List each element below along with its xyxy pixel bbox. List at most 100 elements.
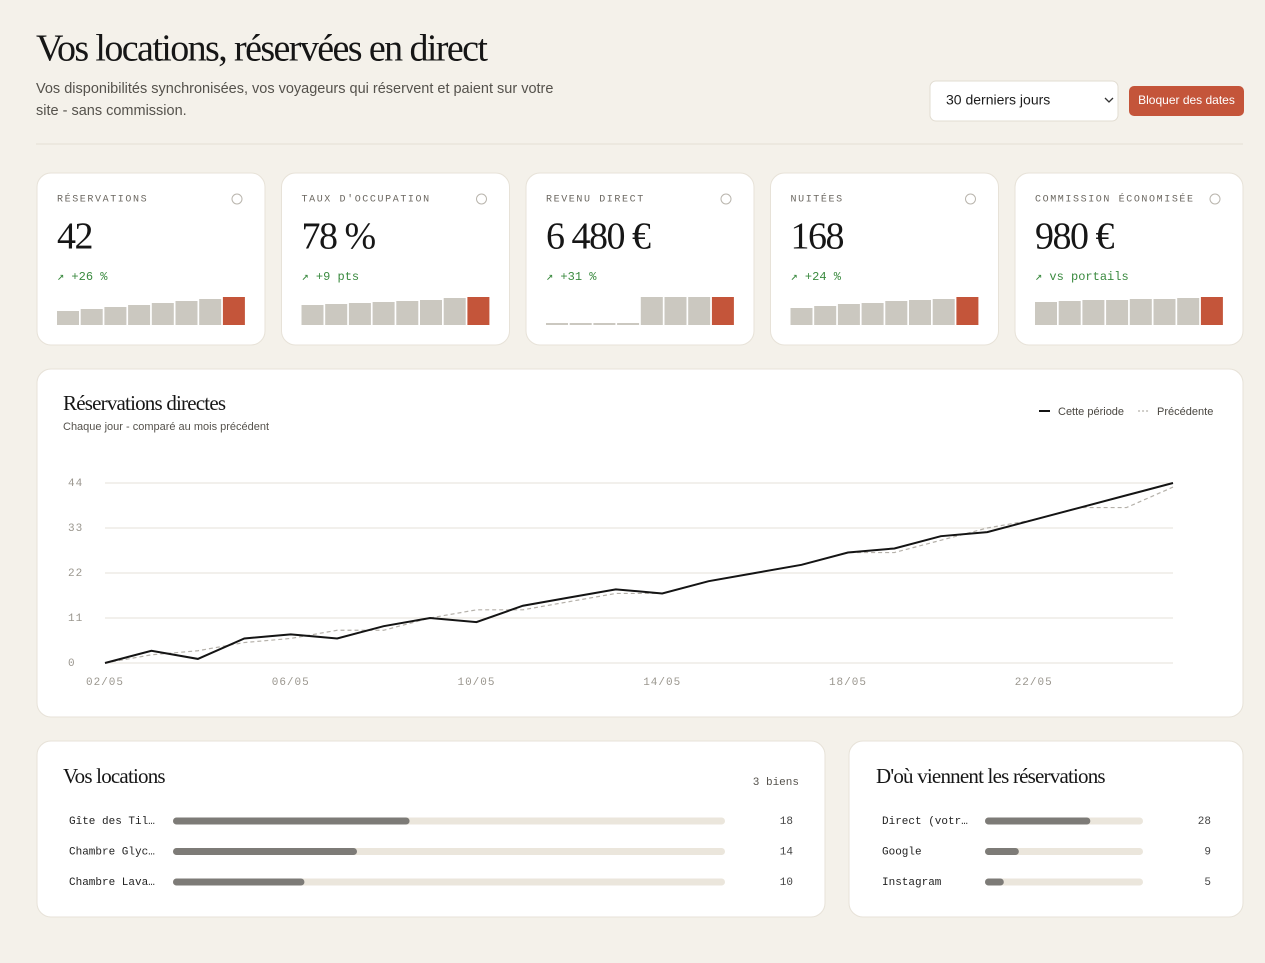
kpi-label: NUITÉES	[791, 192, 844, 206]
row-value: 5	[1204, 877, 1211, 889]
kpi-info	[1209, 193, 1221, 205]
spark-bar	[348, 303, 371, 325]
x-tick-label: 06/05	[272, 677, 310, 689]
spark-bar	[837, 304, 860, 325]
spark-bar	[861, 303, 884, 325]
spark-bar	[617, 323, 640, 325]
row-name: Direct (votr…	[882, 816, 968, 828]
legend-label: Précédente	[1157, 406, 1213, 418]
spark-bar	[222, 297, 245, 325]
kpi-info	[231, 193, 243, 205]
row-name: Instagram	[882, 877, 942, 889]
spark-bar	[175, 301, 198, 325]
spark-bar	[128, 305, 151, 325]
spark-bar	[1129, 299, 1152, 325]
bar	[173, 817, 410, 825]
bar-track	[985, 848, 1143, 855]
block-button[interactable]: Bloquer des dates	[1129, 86, 1244, 116]
row-name: Google	[882, 846, 922, 858]
select-value[interactable]: 30 derniers jours	[946, 92, 1050, 108]
bar	[985, 878, 1004, 886]
series-line	[104, 486, 1174, 664]
spark-bar	[467, 297, 490, 325]
x-tick-label: 22/05	[1015, 677, 1053, 689]
chart-subtitle: Chaque jour - comparé au mois précédent	[63, 421, 269, 433]
kpi-info	[720, 193, 732, 205]
kpi-label: TAUX D'OCCUPATION	[302, 194, 431, 206]
period-select[interactable]: 30 derniers jours	[929, 80, 1119, 122]
spark-bar	[57, 311, 79, 325]
spark-bar	[1177, 298, 1200, 325]
spark-bar	[396, 301, 419, 325]
row-name: Chambre Glyc…	[69, 846, 155, 858]
kpi-delta: ↗ +26 %	[57, 270, 108, 284]
bar	[173, 848, 357, 855]
card-title: D'où viennent les réservations	[876, 764, 1105, 788]
spark-bar	[199, 299, 222, 325]
spark-bar	[932, 299, 955, 325]
chart-card	[36, 368, 1244, 718]
row-value: 9	[1204, 846, 1211, 858]
bar	[173, 878, 305, 886]
card-count: 3 biens	[753, 777, 799, 789]
kpi-delta: ↗ +24 %	[791, 270, 842, 284]
card-title: Vos locations	[63, 764, 165, 788]
y-tick-label: 11	[68, 613, 83, 625]
select-box[interactable]	[929, 80, 1119, 122]
kpi-value: 168	[791, 216, 844, 258]
button-label[interactable]: Bloquer des dates	[1138, 93, 1235, 107]
spark-bar	[420, 300, 442, 325]
spark-bar	[325, 304, 348, 325]
y-tick-label: 0	[68, 658, 76, 670]
y-tick-label: 22	[68, 568, 83, 580]
spark-bar	[956, 297, 979, 325]
row-name: Gîte des Til…	[69, 816, 155, 828]
spark-bar	[1200, 297, 1223, 325]
kpi-info	[476, 193, 487, 205]
kpi-info	[965, 193, 976, 205]
bar	[985, 848, 1019, 855]
spark-bar	[909, 300, 931, 325]
locations-card	[36, 740, 826, 918]
spark-bar	[664, 297, 687, 325]
spark-bar	[814, 306, 837, 325]
spark-bar	[1058, 301, 1081, 325]
chevron	[1104, 97, 1114, 103]
spark-bar	[1082, 300, 1105, 325]
y-tick-label: 44	[68, 478, 83, 490]
chart-title: Réservations directes	[63, 391, 226, 415]
kpi-value: 6 480 €	[546, 216, 651, 258]
spark-bar	[80, 309, 103, 325]
page-subtitle: Vos disponibilités synchronisées, vos vo…	[36, 81, 553, 97]
spark-bar	[372, 302, 395, 325]
spark-bar	[640, 297, 663, 325]
kpi-label: RÉSERVATIONS	[57, 192, 148, 206]
kpi-value: 42	[57, 216, 92, 258]
spark-bar	[885, 301, 908, 325]
row-name: Chambre Lava…	[69, 877, 155, 889]
kpi-label: REVENU DIRECT	[546, 195, 645, 206]
spark-bar	[1153, 299, 1176, 325]
spark-bar	[790, 308, 813, 325]
spark-bar	[1106, 300, 1129, 325]
kpi-label: COMMISSION ÉCONOMISÉE	[1035, 192, 1195, 206]
page-subtitle: site - sans commission.	[36, 103, 187, 119]
button-bg[interactable]	[1129, 86, 1244, 116]
spark-bar	[688, 297, 711, 325]
spark-bar	[593, 323, 616, 325]
spark-bar	[711, 297, 734, 325]
x-tick-label: 02/05	[86, 677, 124, 689]
x-tick-label: 18/05	[829, 677, 867, 689]
x-tick-label: 14/05	[643, 677, 681, 689]
legend-label: Cette période	[1058, 406, 1124, 418]
spark-bar	[443, 298, 466, 325]
y-tick-label: 33	[68, 523, 83, 535]
bar	[985, 817, 1091, 825]
kpi-delta: ↗ +31 %	[546, 270, 597, 284]
bar-track	[985, 878, 1143, 886]
kpi-delta: ↗ +9 pts	[302, 270, 360, 284]
kpi-delta: ↗ vs portails	[1035, 270, 1129, 284]
sources-card	[848, 740, 1244, 918]
page-title: Vos locations, réservées en direct	[36, 28, 488, 70]
